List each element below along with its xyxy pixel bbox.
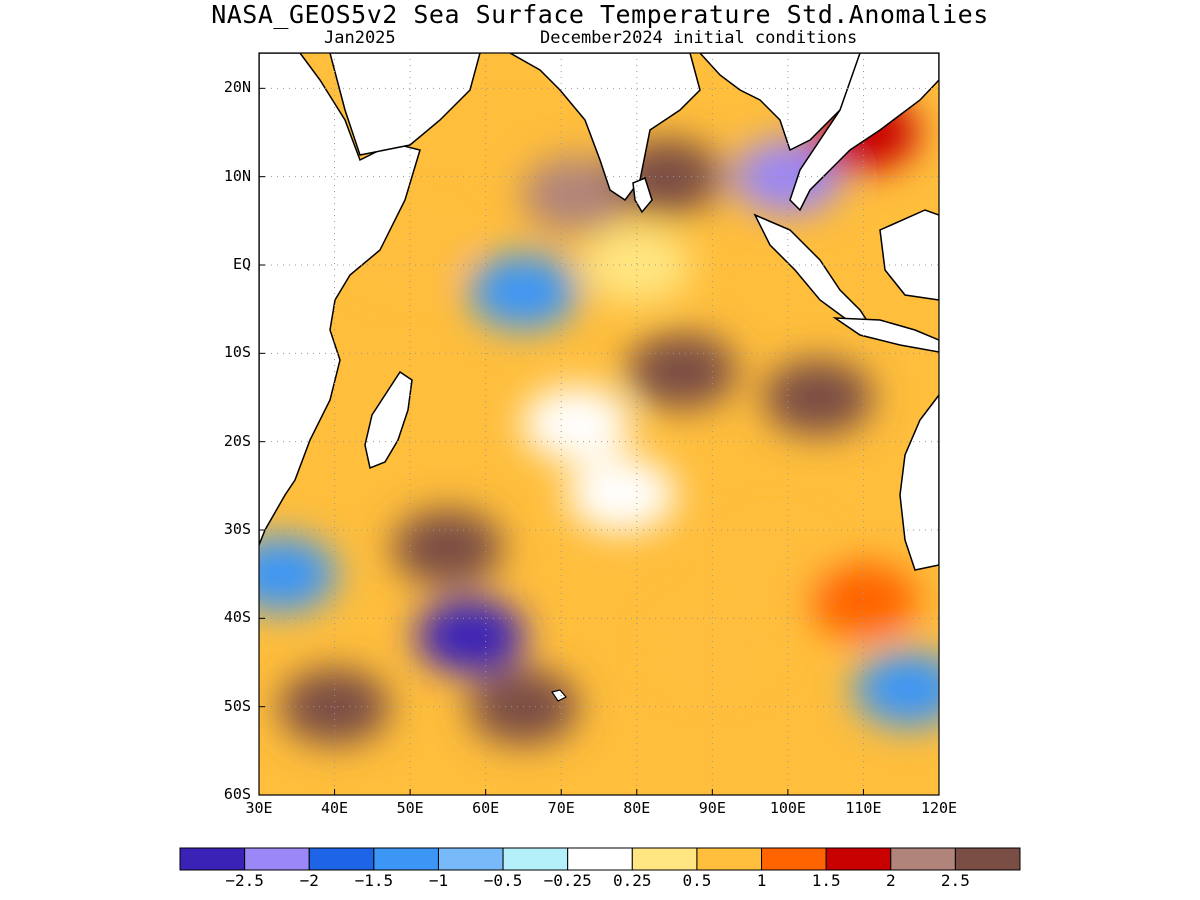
colorbar-tick-label: 2.5 xyxy=(940,871,970,890)
colorbar-swatch xyxy=(761,847,827,871)
y-tick-label: 20N xyxy=(223,78,251,97)
anomaly-region xyxy=(259,536,337,613)
australia-land xyxy=(899,393,939,571)
anomaly-region xyxy=(279,668,390,745)
kerguelen-island xyxy=(551,689,567,702)
y-tick-label: 40S xyxy=(223,608,251,627)
x-tick-label: 30E xyxy=(245,799,273,817)
x-tick-label: 60E xyxy=(472,799,500,817)
x-tick-label: 90E xyxy=(698,799,726,817)
colorbar-swatch xyxy=(437,847,504,871)
anomaly-region xyxy=(717,527,828,604)
colorbar-swatch xyxy=(373,847,439,871)
y-tick-label: 30S xyxy=(223,520,251,538)
colorbar-tick-label: 0.25 xyxy=(613,871,652,890)
india-land xyxy=(508,53,701,202)
lat-lon-grid xyxy=(259,53,939,795)
y-tick-label: 60S xyxy=(223,785,251,803)
colorbar xyxy=(179,847,1021,871)
x-tick-label: 100E xyxy=(769,799,806,817)
initial-conditions: December2024 initial conditions xyxy=(540,28,858,48)
colorbar-swatch xyxy=(179,847,246,871)
colorbar-swatch xyxy=(696,847,763,871)
y-tick-label: 50S xyxy=(223,696,251,715)
x-tick-label: 120E xyxy=(920,799,958,817)
anomaly-region xyxy=(627,333,738,409)
colorbar-tick-label: −1 xyxy=(428,871,449,890)
colorbar-swatch xyxy=(244,847,310,871)
africa-land xyxy=(259,53,421,546)
x-tick-label: 80E xyxy=(623,799,651,817)
borneo-land xyxy=(879,209,939,301)
colorbar-swatch xyxy=(308,847,375,871)
sri-lanka-land xyxy=(632,176,653,214)
x-tick-label: 70E xyxy=(547,799,575,817)
colorbar-swatch xyxy=(502,847,569,871)
anomaly-region xyxy=(853,651,939,727)
colorbar-swatch xyxy=(567,847,633,871)
colorbar-tick-label: −0.25 xyxy=(543,871,592,890)
colorbar-tick-label: −1.5 xyxy=(354,871,394,890)
anomaly-region xyxy=(415,598,526,674)
indochina-land xyxy=(789,53,939,212)
anomaly-region xyxy=(392,509,503,586)
y-tick-label: 10S xyxy=(223,343,251,362)
forecast-month: Jan2025 xyxy=(324,28,396,48)
figure-title: NASA_GEOS5v2 Sea Surface Temperature Std… xyxy=(211,0,989,29)
anomaly-region xyxy=(468,253,579,330)
anomaly-region xyxy=(581,227,692,303)
anomaly-region xyxy=(808,562,919,639)
java-land xyxy=(832,317,939,353)
y-tick-label: EQ xyxy=(232,255,251,273)
y-tick-label: 20S xyxy=(223,431,251,450)
colorbar-swatch xyxy=(890,847,956,871)
colorbar-tick-label: 1.5 xyxy=(811,871,841,890)
anomaly-region xyxy=(521,386,632,462)
colorbar-swatch xyxy=(825,847,892,871)
colorbar-tick-label: −0.5 xyxy=(483,871,523,890)
y-tick-label: 10N xyxy=(223,166,251,185)
plot-frame xyxy=(258,52,940,796)
colorbar-tick-label: 0.5 xyxy=(682,871,712,890)
land-masses xyxy=(259,53,939,702)
x-tick-label: 110E xyxy=(845,799,882,817)
colorbar-tick-label: −2.5 xyxy=(225,871,264,890)
anomaly-region xyxy=(657,606,768,683)
anomaly-region xyxy=(763,359,874,436)
colorbar-tick-label: 2 xyxy=(885,871,896,890)
x-tick-label: 50E xyxy=(396,799,424,817)
colorbar-swatch xyxy=(631,847,698,871)
axis-ticks xyxy=(258,87,940,796)
anomaly-region xyxy=(566,456,677,533)
anomaly-region xyxy=(521,156,632,233)
colorbar-tick-label: −2 xyxy=(299,871,319,890)
arabia-land xyxy=(329,53,481,156)
x-tick-label: 40E xyxy=(321,799,349,817)
colorbar-tick-label: 1 xyxy=(756,871,767,890)
colorbar-swatch xyxy=(954,847,1021,871)
